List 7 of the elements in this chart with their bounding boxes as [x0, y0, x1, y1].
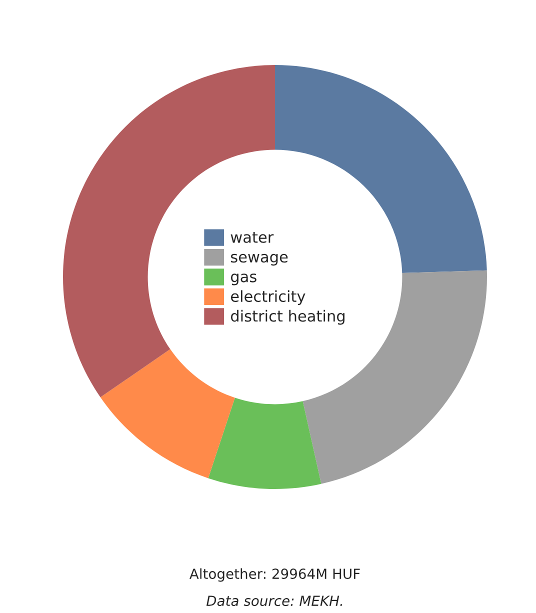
- legend-label: water: [230, 232, 274, 243]
- text: Altogether: 29964M HUF: [190, 568, 360, 582]
- source-note: Data source: MEKH.: [206, 596, 342, 606]
- legend-label: district heating: [230, 310, 344, 325]
- legend-label: sewage: [230, 254, 288, 266]
- legend-label: gas: [230, 274, 256, 286]
- legend-label: electricity: [230, 290, 306, 306]
